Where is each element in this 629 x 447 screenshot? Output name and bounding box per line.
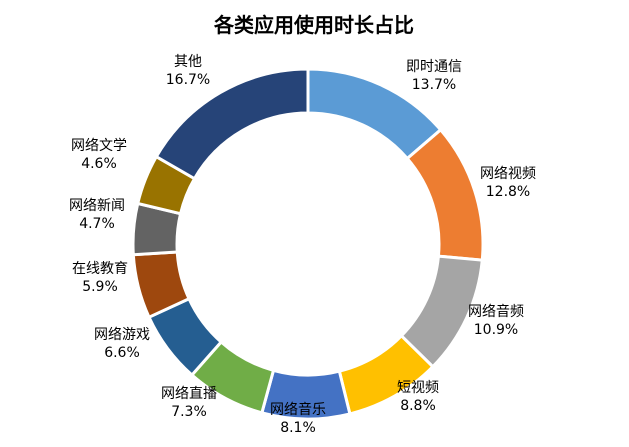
slice-label-7: 网络游戏 6.6% bbox=[94, 327, 150, 361]
slice-label-2: 网络视频 12.8% bbox=[480, 166, 536, 200]
slice-2 bbox=[405, 127, 485, 262]
slice-label-10: 网络文学 4.6% bbox=[71, 138, 127, 172]
slice-value-label: 4.6% bbox=[81, 156, 117, 172]
slice-value-label: 8.8% bbox=[400, 398, 436, 414]
slice-value-label: 13.7% bbox=[412, 77, 456, 93]
slice-value-label: 5.9% bbox=[82, 279, 118, 295]
slice-label-5: 网络音乐 8.1% bbox=[270, 401, 326, 436]
slice-category-label: 网络游戏 bbox=[94, 327, 150, 343]
slice-label-1: 即时通信 13.7% bbox=[406, 59, 462, 93]
slice-value-label: 16.7% bbox=[166, 72, 210, 88]
slice-label-4: 短视频 8.8% bbox=[397, 380, 439, 414]
slice-value-label: 4.7% bbox=[79, 216, 115, 232]
slice-label-8: 在线教育 5.9% bbox=[72, 261, 128, 295]
slice-label-11: 其他 16.7% bbox=[166, 54, 210, 88]
slice-category-label: 即时通信 bbox=[406, 59, 462, 75]
slice-label-6: 网络直播 7.3% bbox=[161, 385, 217, 420]
slice-value-label: 6.6% bbox=[104, 345, 140, 361]
slice-category-label: 网络文学 bbox=[71, 138, 127, 154]
slice-category-label: 网络新闻 bbox=[69, 198, 125, 214]
slice-category-label: 短视频 bbox=[397, 380, 439, 396]
slice-labels: 即时通信 13.7% 网络视频 12.8% 网络音频 10.9% 短视频 8.8% 网络音乐 8.… bbox=[69, 54, 536, 436]
slice-category-label: 在线教育 bbox=[72, 261, 128, 277]
slice-category-label: 网络直播 bbox=[161, 385, 217, 402]
slice-value-label: 10.9% bbox=[474, 322, 518, 338]
slice-label-9: 网络新闻 4.7% bbox=[69, 198, 125, 232]
chart-title: 各类应用使用时长占比 bbox=[213, 13, 414, 37]
slice-value-label: 8.1% bbox=[280, 420, 316, 436]
slice-category-label: 网络音乐 bbox=[270, 401, 326, 418]
slice-category-label: 其他 bbox=[174, 54, 202, 70]
slice-category-label: 网络视频 bbox=[480, 166, 536, 182]
slice-label-3: 网络音频 10.9% bbox=[468, 303, 524, 338]
slice-11 bbox=[154, 67, 310, 181]
donut-slices bbox=[131, 67, 485, 421]
slice-value-label: 7.3% bbox=[171, 404, 207, 420]
slice-value-label: 12.8% bbox=[486, 184, 530, 200]
slice-category-label: 网络音频 bbox=[468, 303, 524, 320]
